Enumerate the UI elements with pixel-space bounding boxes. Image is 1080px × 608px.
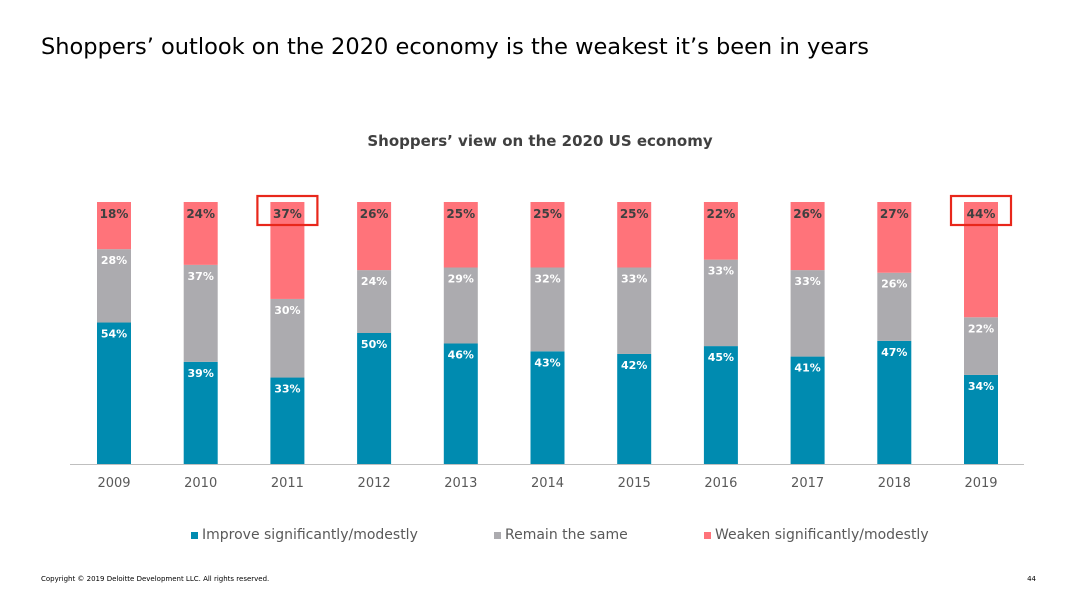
bar-same-2009 (97, 249, 131, 323)
bar-improve-2010 (183, 361, 218, 464)
bar-weaken-2019 (964, 202, 998, 318)
bar-improve-2017 (790, 356, 825, 464)
copyright-text: Copyright © 2019 Deloitte Development LL… (41, 575, 270, 583)
bar-improve-2019 (964, 374, 998, 464)
bar-weaken-2012 (357, 202, 392, 271)
bar-improve-2012 (357, 333, 392, 464)
data-label-same-2017: 33% (794, 275, 820, 288)
bar-same-2012 (357, 270, 392, 333)
bar-same-2018 (877, 272, 912, 341)
data-label-same-2019: 22% (968, 322, 994, 335)
x-tick-label-2011: 2011 (271, 476, 304, 491)
data-label-weaken-2016: 22% (707, 207, 736, 221)
legend-item-same: Remain the same (494, 527, 628, 543)
data-label-weaken-2018: 27% (880, 207, 909, 221)
data-label-improve-2019: 34% (968, 380, 994, 393)
bar-weaken-2017 (790, 202, 825, 271)
data-label-improve-2013: 46% (448, 348, 474, 361)
bar-improve-2014 (530, 351, 565, 464)
x-tick-label-2010: 2010 (184, 476, 217, 491)
bar-improve-2016 (703, 346, 738, 464)
data-label-improve-2014: 43% (534, 356, 560, 369)
bar-weaken-2014 (530, 202, 565, 268)
data-label-improve-2011: 33% (274, 383, 300, 396)
x-tick-label-2016: 2016 (704, 476, 737, 491)
data-label-same-2011: 30% (274, 304, 300, 317)
data-label-same-2018: 26% (881, 278, 907, 291)
bar-same-2014 (530, 267, 565, 352)
x-tick-label-2009: 2009 (97, 476, 130, 491)
stacked-bar-chart: 54% 28% 18% 2009 39% 37% 24% 2010 33% 30% 37% 2011 5… (70, 194, 1024, 491)
data-label-same-2012: 24% (361, 275, 387, 288)
bar-same-2013 (443, 267, 478, 344)
chart-title: Shoppers’ view on the 2020 US economy (367, 132, 713, 150)
bar-improve-2009 (97, 322, 131, 464)
x-tick-label-2019: 2019 (964, 476, 997, 491)
bar-weaken-2011 (270, 202, 305, 299)
slide-title: Shoppers’ outlook on the 2020 economy is… (41, 34, 869, 60)
legend-item-weaken: Weaken significantly/modestly (704, 527, 929, 543)
x-tick-label-2013: 2013 (444, 476, 477, 491)
page-number: 44 (1027, 575, 1036, 583)
data-label-improve-2015: 42% (621, 359, 647, 372)
bar-same-2015 (617, 267, 652, 354)
data-label-same-2013: 29% (448, 273, 474, 286)
highlight-box-2019 (949, 194, 1013, 227)
bar-improve-2013 (443, 343, 478, 464)
bar-improve-2015 (617, 353, 652, 464)
data-label-weaken-2010: 24% (186, 207, 215, 221)
data-label-same-2016: 33% (708, 265, 734, 278)
bar-same-2016 (703, 259, 738, 347)
data-label-weaken-2013: 25% (446, 207, 475, 221)
bar-weaken-2016 (703, 202, 738, 260)
data-label-weaken-2009: 18% (100, 207, 129, 221)
legend-label-improve: Improve significantly/modestly (202, 527, 418, 543)
legend-label-same: Remain the same (505, 527, 628, 543)
data-label-weaken-2017: 26% (793, 207, 822, 221)
data-label-weaken-2011: 37% (273, 207, 302, 221)
data-label-weaken-2019: 44% (967, 207, 996, 221)
x-tick-label-2018: 2018 (878, 476, 911, 491)
bar-weaken-2013 (443, 202, 478, 268)
highlight-box-2011 (256, 194, 319, 227)
data-label-improve-2016: 45% (708, 351, 734, 364)
bar-same-2011 (270, 298, 305, 378)
bar-improve-2011 (270, 377, 305, 464)
x-tick-label-2015: 2015 (618, 476, 651, 491)
data-label-weaken-2012: 26% (360, 207, 389, 221)
legend-swatch-same (494, 531, 501, 539)
data-label-weaken-2015: 25% (620, 207, 649, 221)
data-label-weaken-2014: 25% (533, 207, 562, 221)
chart-legend: Improve significantly/modestly Remain th… (0, 527, 1080, 547)
data-label-same-2010: 37% (188, 270, 214, 283)
bar-weaken-2010 (183, 202, 218, 265)
data-label-improve-2017: 41% (794, 362, 820, 375)
x-tick-label-2012: 2012 (358, 476, 391, 491)
data-label-improve-2012: 50% (361, 338, 387, 351)
x-tick-label-2014: 2014 (531, 476, 564, 491)
data-label-improve-2010: 39% (188, 367, 214, 380)
data-label-improve-2018: 47% (881, 346, 907, 359)
legend-label-weaken: Weaken significantly/modestly (715, 527, 929, 543)
data-label-same-2014: 32% (534, 273, 560, 286)
bar-same-2010 (183, 264, 218, 362)
legend-swatch-improve (191, 531, 198, 539)
data-label-same-2015: 33% (621, 273, 647, 286)
bar-weaken-2015 (617, 202, 652, 268)
legend-item-improve: Improve significantly/modestly (191, 527, 418, 543)
bar-weaken-2018 (877, 202, 912, 273)
legend-swatch-weaken (704, 531, 711, 539)
bar-same-2017 (790, 270, 825, 357)
bar-same-2019 (964, 317, 998, 375)
data-label-same-2009: 28% (101, 254, 127, 267)
x-tick-label-2017: 2017 (791, 476, 824, 491)
bar-weaken-2009 (97, 202, 131, 250)
data-label-improve-2009: 54% (101, 328, 127, 341)
bar-improve-2018 (877, 340, 912, 464)
